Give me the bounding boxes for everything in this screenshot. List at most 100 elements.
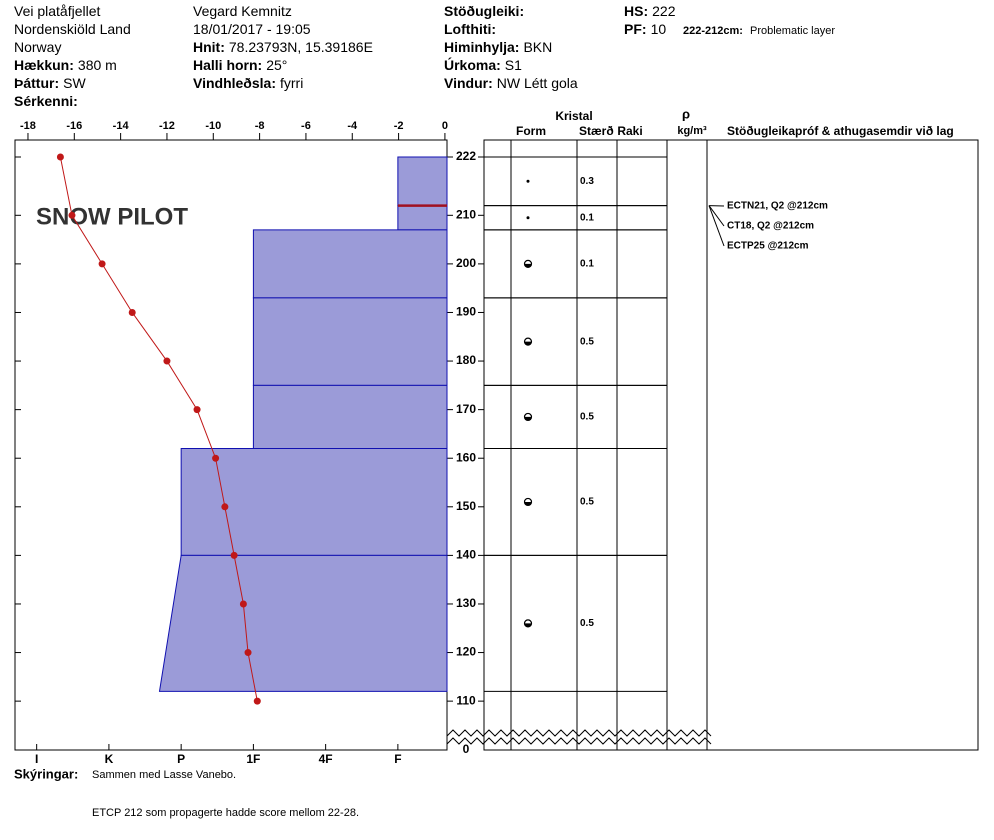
hardness-layer bbox=[252, 384, 448, 450]
col-moisture: Raki bbox=[617, 124, 642, 138]
header-field: Sérkenni: bbox=[14, 93, 78, 109]
form-icon bbox=[526, 216, 530, 220]
x-tick-label: -4 bbox=[347, 120, 358, 132]
crystal-size: 0.5 bbox=[580, 336, 594, 347]
field-label: HS: bbox=[624, 3, 648, 19]
form-icon bbox=[524, 263, 532, 268]
y-tick-label: 0 bbox=[463, 742, 470, 756]
footer-label: Skýringar: bbox=[14, 766, 78, 781]
axis-break bbox=[446, 729, 712, 737]
field-value: Vegard Kemnitz bbox=[193, 3, 292, 19]
field-value: S1 bbox=[505, 57, 522, 73]
x-tick-label: -2 bbox=[394, 120, 404, 132]
header-field: Þáttur: SW bbox=[14, 75, 86, 91]
col-density: ρ bbox=[682, 106, 690, 121]
temperature-point bbox=[56, 153, 64, 161]
header-field: Nordenskiöld Land bbox=[14, 21, 131, 37]
test-label: ECTP25 @212cm bbox=[727, 241, 809, 252]
field-label: PF: bbox=[624, 21, 647, 37]
crystal-size: 0.5 bbox=[580, 497, 594, 508]
field-value: 10 bbox=[651, 21, 667, 37]
crystal-size: 0.5 bbox=[580, 618, 594, 629]
temperature-point bbox=[230, 551, 238, 559]
field-label: Stöðugleiki: bbox=[444, 3, 524, 19]
y-tick-label: 160 bbox=[456, 450, 476, 464]
y-tick-label: 222 bbox=[456, 149, 476, 163]
h-tick-label: 1F bbox=[246, 752, 260, 766]
temperature-point bbox=[163, 357, 171, 365]
x-tick-label: -10 bbox=[205, 120, 221, 132]
field-label: Úrkoma: bbox=[444, 56, 501, 73]
header-field: Vegard Kemnitz bbox=[193, 3, 292, 19]
hardness-layer bbox=[397, 205, 448, 231]
x-tick-label: -12 bbox=[159, 120, 175, 132]
x-tick-label: -16 bbox=[66, 120, 82, 132]
col-tests: Stöðugleikapróf & athugasemdir við lag bbox=[727, 124, 954, 138]
crystal-size: 0.1 bbox=[580, 212, 594, 223]
h-tick-label: P bbox=[177, 752, 185, 766]
hardness-layer bbox=[180, 448, 448, 556]
col-density-unit: kg/m³ bbox=[677, 125, 707, 137]
y-tick-label: 130 bbox=[456, 596, 476, 610]
h-tick-label: I bbox=[35, 752, 38, 766]
header-field: Hnit: 78.23793N, 15.39186E bbox=[193, 39, 373, 55]
field-value: Norway bbox=[14, 39, 61, 55]
footer-note: ETCP 212 som propagerte hadde score mell… bbox=[92, 807, 359, 819]
field-value: SW bbox=[63, 75, 86, 91]
x-tick-label: 0 bbox=[442, 120, 448, 132]
h-tick-label: F bbox=[394, 752, 401, 766]
form-icon bbox=[524, 623, 532, 627]
hardness-layer bbox=[252, 297, 448, 386]
header-field: Stöðugleiki: bbox=[444, 3, 524, 19]
field-value: 380 m bbox=[78, 57, 117, 73]
header-field: PF: 10 bbox=[624, 21, 666, 37]
temperature-point bbox=[212, 454, 220, 462]
axis-break bbox=[446, 737, 712, 745]
temperature-point bbox=[193, 406, 201, 414]
test-arrow bbox=[708, 205, 725, 247]
header-field: Úrkoma: S1 bbox=[444, 56, 522, 73]
field-value: Nordenskiöld Land bbox=[14, 21, 131, 37]
temperature-point bbox=[221, 503, 229, 511]
header-field: Norway bbox=[14, 39, 61, 55]
field-label: Vindhleðsla: bbox=[193, 75, 276, 91]
header-field: Halli horn: 25° bbox=[193, 57, 287, 73]
header-field: 18/01/2017 - 19:05 bbox=[193, 21, 311, 37]
form-icon bbox=[524, 501, 532, 506]
y-tick-label: 150 bbox=[456, 499, 476, 513]
y-tick-label: 210 bbox=[456, 207, 476, 221]
field-label: Hnit: bbox=[193, 39, 225, 55]
h-tick-label: K bbox=[105, 752, 114, 766]
hardness-layer bbox=[252, 229, 448, 299]
form-icon bbox=[526, 179, 530, 183]
field-value: Vei platåfjellet bbox=[14, 3, 101, 19]
col-form: Form bbox=[516, 124, 546, 138]
problem-text: Problematic layer bbox=[750, 25, 835, 37]
field-label: Himinhylja: bbox=[444, 39, 519, 55]
watermark: SNOW PILOT bbox=[36, 203, 188, 230]
temperature-point bbox=[68, 211, 76, 219]
field-label: Sérkenni: bbox=[14, 93, 78, 109]
y-tick-label: 190 bbox=[456, 305, 476, 319]
crystal-frame bbox=[483, 139, 979, 751]
field-value: BKN bbox=[523, 39, 552, 55]
temperature-point bbox=[98, 260, 106, 268]
test-label: CT18, Q2 @212cm bbox=[727, 221, 814, 232]
y-tick-label: 170 bbox=[456, 402, 476, 416]
col-size: Stærð bbox=[579, 124, 614, 138]
form-icon bbox=[524, 341, 532, 346]
field-value: fyrri bbox=[280, 75, 303, 91]
test-arrow bbox=[708, 205, 725, 227]
field-value: 222 bbox=[652, 3, 676, 19]
header-field: Vindur: NW Létt gola bbox=[444, 75, 578, 91]
problem-label: 222-212cm: bbox=[683, 25, 743, 37]
field-value: 78.23793N, 15.39186E bbox=[229, 39, 373, 55]
header-field: Hækkun: 380 m bbox=[14, 57, 117, 73]
temperature-point bbox=[128, 308, 136, 316]
field-value: 18/01/2017 - 19:05 bbox=[193, 21, 311, 37]
x-tick-label: -8 bbox=[255, 120, 265, 132]
hardness-layer bbox=[397, 156, 448, 207]
temperature-point bbox=[239, 600, 247, 608]
y-tick-label: 200 bbox=[456, 256, 476, 270]
field-label: Þáttur: bbox=[14, 75, 59, 91]
